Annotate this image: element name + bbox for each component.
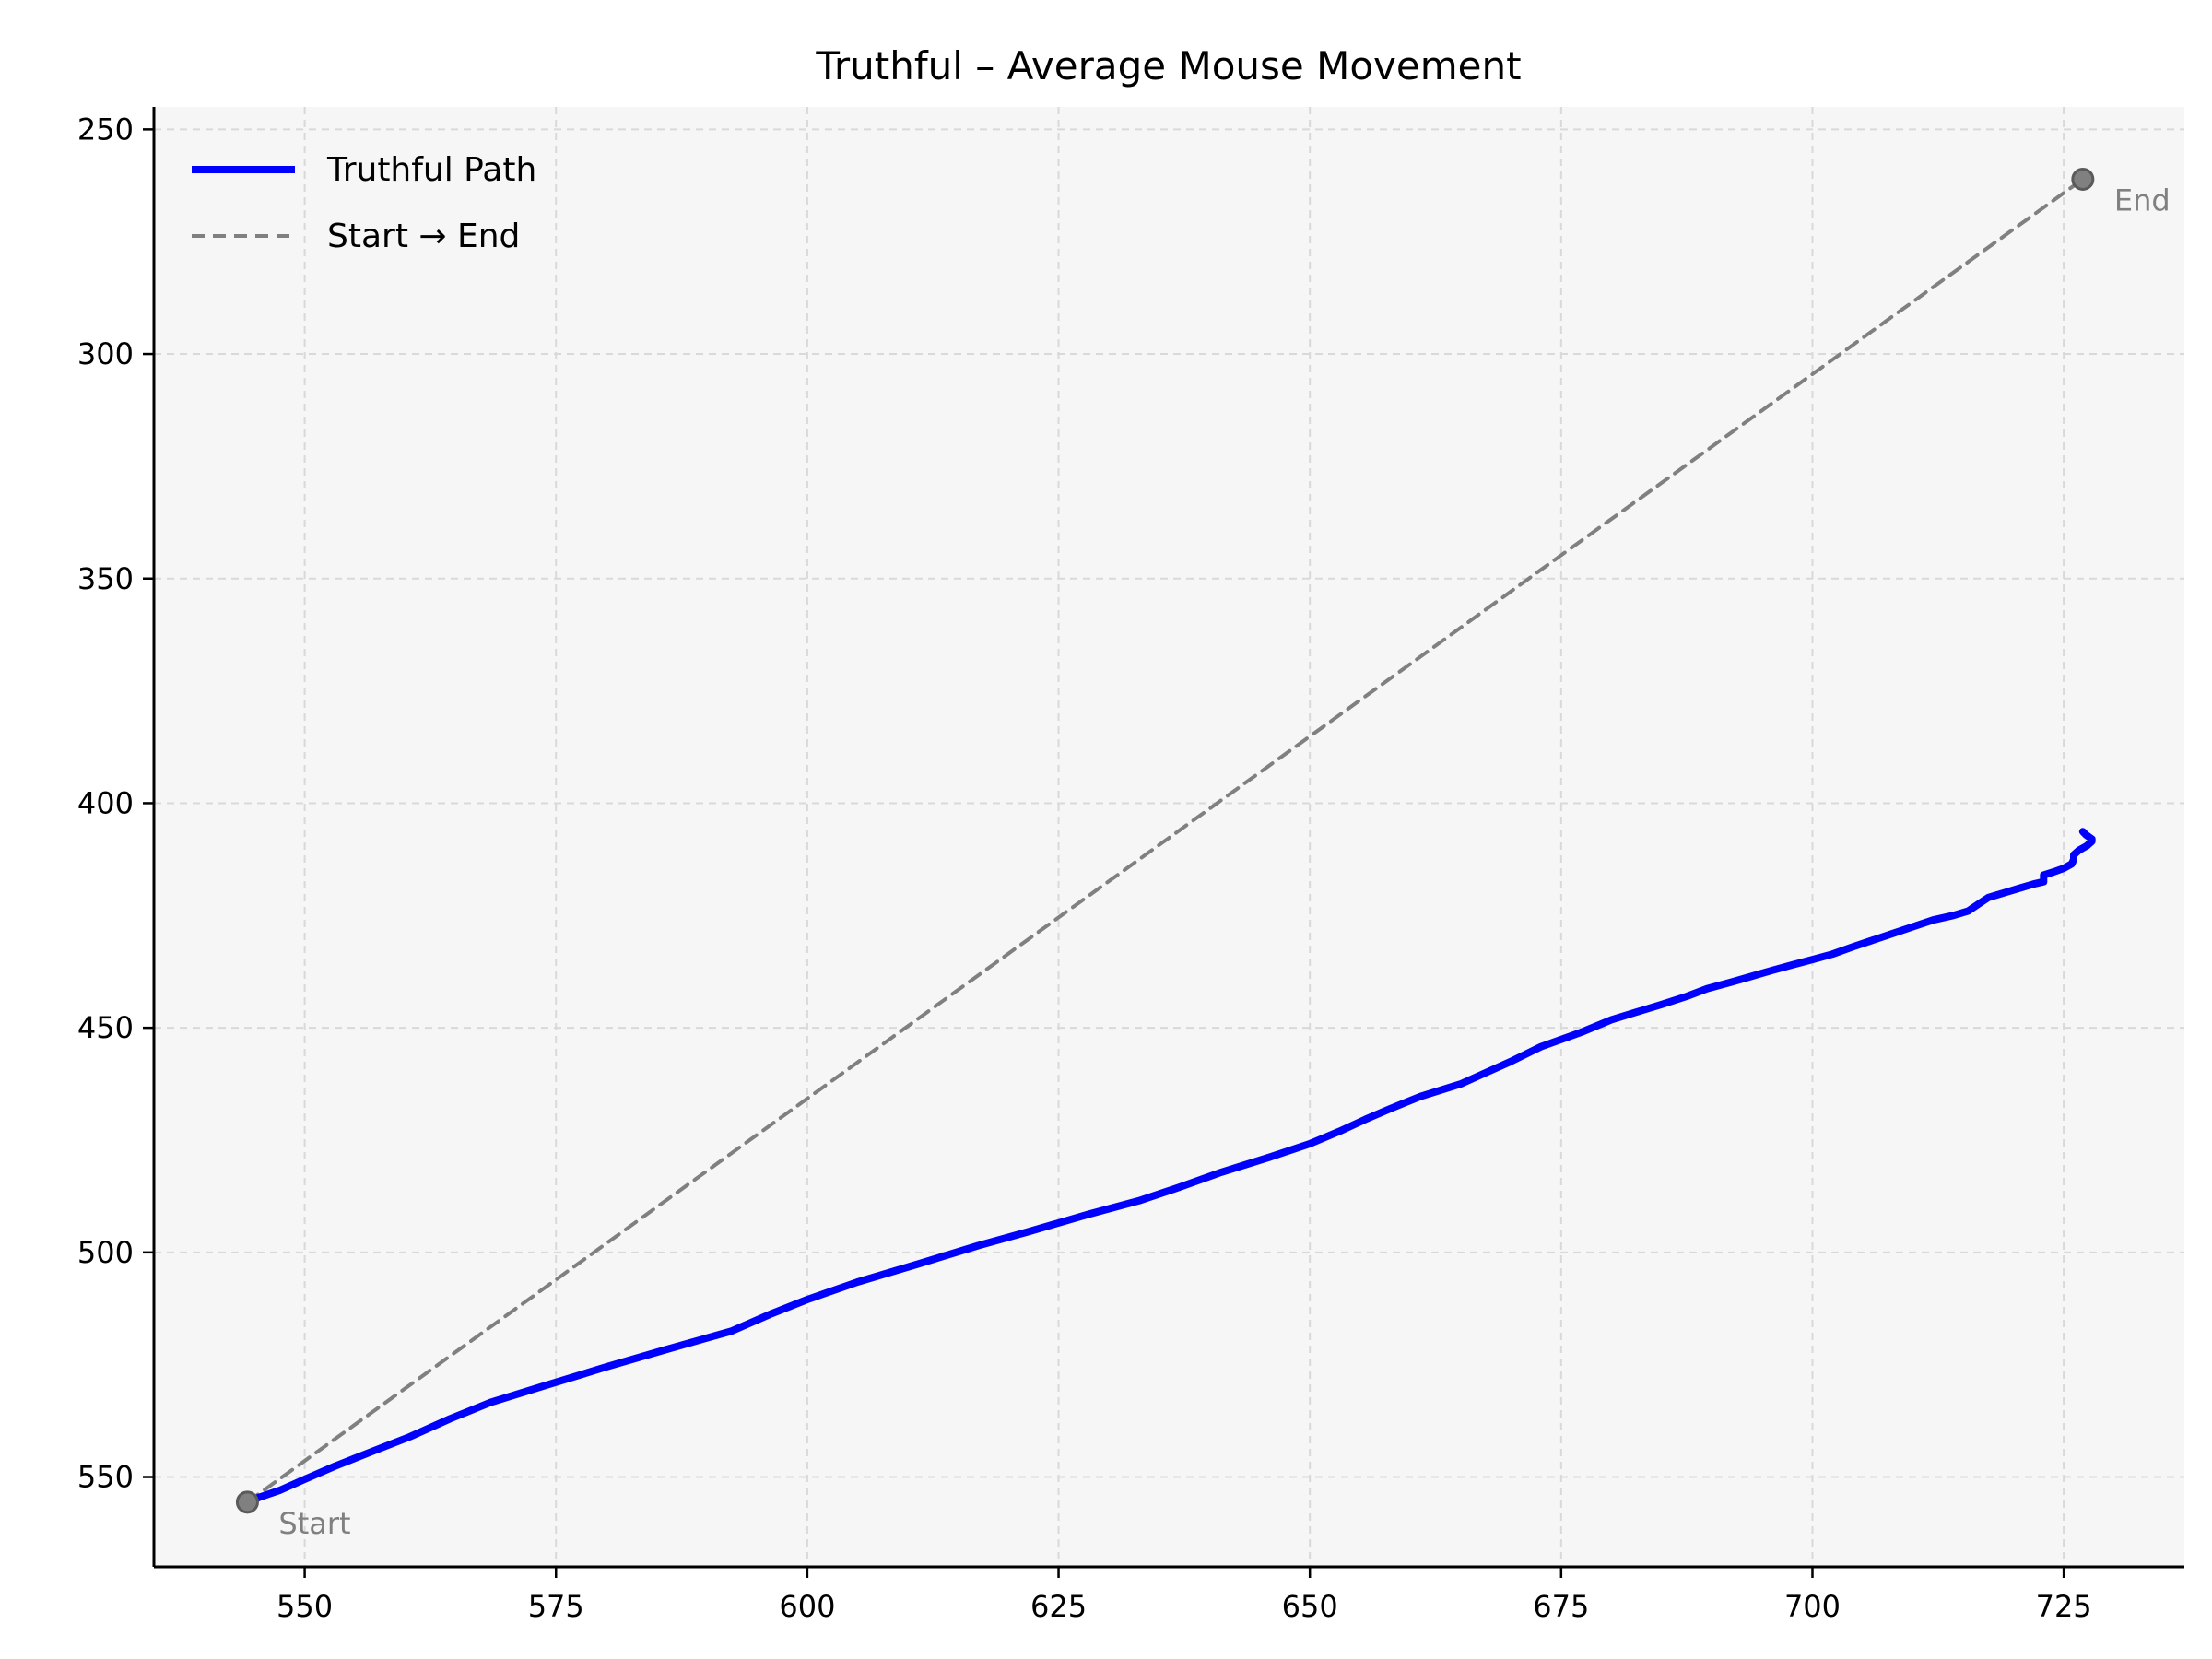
y-tick-label: 350 [77, 561, 134, 596]
x-tick-label: 725 [2036, 1589, 2092, 1624]
grid [154, 107, 2184, 1567]
series-start-end [245, 177, 2085, 1504]
y-tick-label: 550 [77, 1460, 134, 1495]
y-tick-label: 400 [77, 785, 134, 820]
series-layer [243, 177, 2096, 1506]
x-tick-label: 600 [779, 1589, 835, 1624]
marker-label-end: End [2114, 182, 2171, 218]
y-tick-label: 300 [77, 336, 134, 371]
x-tick-label: 575 [528, 1589, 584, 1624]
y-tick-label: 450 [77, 1010, 134, 1045]
chart-title: Truthful – Average Mouse Movement [815, 43, 1521, 88]
legend-label-truthful-path: Truthful Path [326, 151, 536, 189]
marker-end [2071, 167, 2095, 191]
legend-label-start-end: Start → End [327, 218, 520, 255]
x-tick-label: 650 [1282, 1589, 1338, 1624]
marker-start [235, 1490, 259, 1514]
marker-label-start: Start [278, 1506, 350, 1541]
legend: Truthful Path Start → End [192, 151, 536, 255]
y-ticks: 250 300 350 400 450 500 550 [77, 112, 154, 1495]
x-tick-label: 625 [1030, 1589, 1087, 1624]
x-tick-label: 700 [1784, 1589, 1841, 1624]
y-tick-label: 250 [77, 112, 134, 147]
axes [152, 107, 2184, 1569]
x-ticks: 550 575 600 625 650 675 700 725 [276, 1567, 2092, 1624]
y-tick-label: 500 [77, 1235, 134, 1270]
x-tick-label: 675 [1533, 1589, 1589, 1624]
series-truthful-path [243, 828, 2096, 1506]
marker-layer: Start End [235, 167, 2171, 1541]
x-tick-label: 550 [276, 1589, 333, 1624]
